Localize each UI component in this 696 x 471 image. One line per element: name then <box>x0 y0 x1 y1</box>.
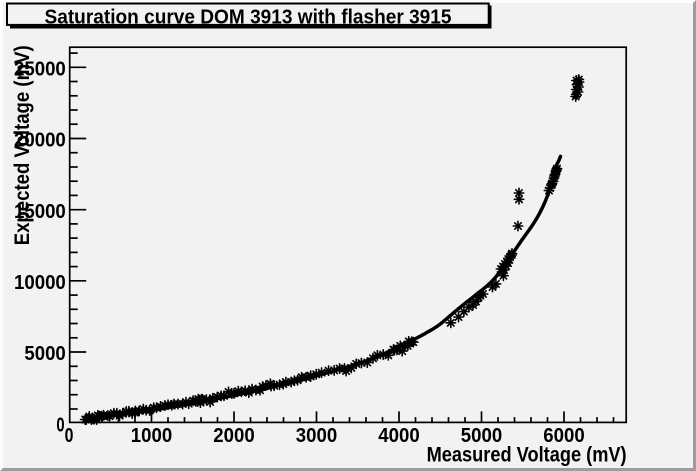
svg-text:Expected Voltage (mV): Expected Voltage (mV) <box>10 45 34 245</box>
svg-text:0: 0 <box>56 414 64 436</box>
svg-text:4000: 4000 <box>378 425 419 447</box>
svg-text:25000: 25000 <box>14 59 66 81</box>
svg-text:Measured Voltage (mV): Measured Voltage (mV) <box>427 442 627 466</box>
svg-text:1000: 1000 <box>131 425 172 447</box>
svg-text:5000: 5000 <box>24 343 65 365</box>
svg-text:6000: 6000 <box>543 425 584 447</box>
svg-text:3000: 3000 <box>296 425 337 447</box>
svg-text:2000: 2000 <box>213 425 254 447</box>
svg-text:Saturation curve DOM 3913 with: Saturation curve DOM 3913 with flasher 3… <box>45 5 452 28</box>
svg-text:20000: 20000 <box>14 130 66 152</box>
svg-text:15000: 15000 <box>14 201 66 223</box>
svg-text:10000: 10000 <box>14 272 66 294</box>
svg-text:0: 0 <box>65 425 74 447</box>
svg-text:5000: 5000 <box>461 425 502 447</box>
